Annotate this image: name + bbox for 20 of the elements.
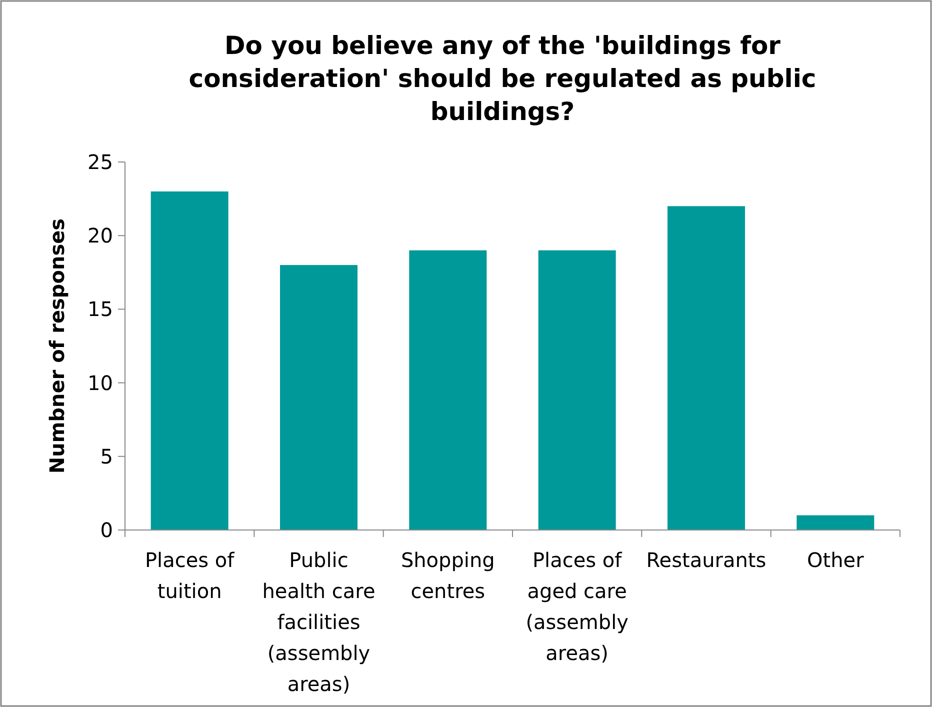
- bar: [409, 250, 487, 530]
- bar: [150, 191, 228, 530]
- x-tick-label: Other: [807, 548, 865, 572]
- bar: [280, 265, 358, 530]
- x-tick-label: Shopping centres: [400, 548, 495, 603]
- y-tick-label: 20: [88, 224, 113, 248]
- y-tick-label: 15: [88, 297, 113, 322]
- bar: [668, 206, 745, 530]
- bar: [796, 515, 874, 530]
- x-tick-label: Places of tuition: [144, 548, 236, 603]
- y-tick-label: 10: [88, 370, 113, 395]
- x-tick-label: Places of aged care (assembly areas): [526, 548, 629, 665]
- bar: [538, 250, 616, 530]
- y-tick-label: 5: [100, 444, 113, 468]
- x-tick-label: Public health care facilities (assembly areas): [262, 548, 376, 696]
- y-axis-title: Numbner of responses: [45, 218, 69, 474]
- x-tick-label: Restaurants: [646, 548, 766, 572]
- y-tick-label: 0: [100, 518, 113, 542]
- y-tick-label: 25: [88, 150, 113, 174]
- chart-title: Do you believe any of the 'buildings for consideration' should be regulated as public buildings?: [188, 31, 816, 126]
